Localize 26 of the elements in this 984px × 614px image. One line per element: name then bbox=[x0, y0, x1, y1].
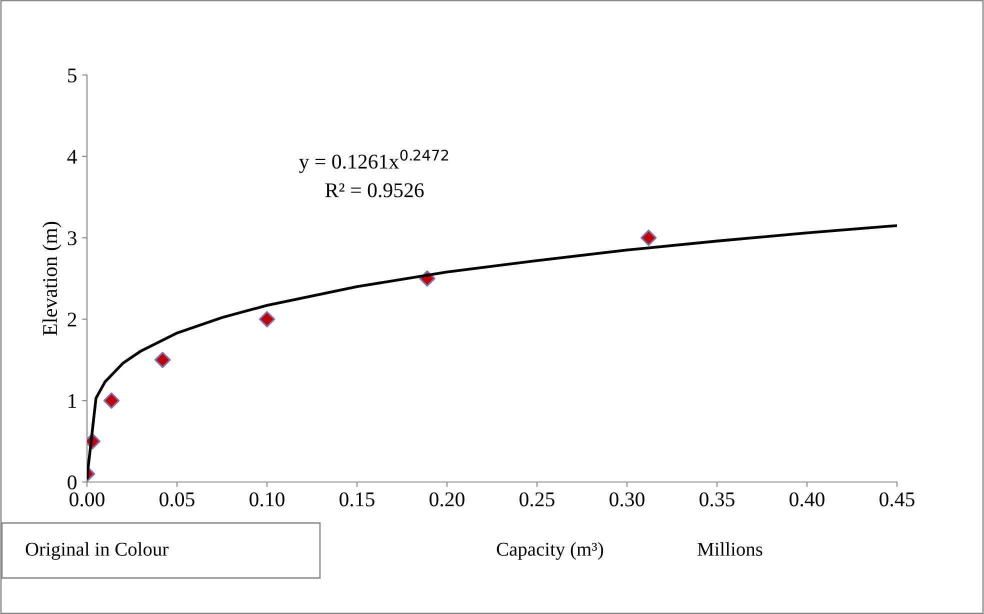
annotation: R² = 0.9526 bbox=[325, 183, 424, 198]
x-tick-label: 0.20 bbox=[430, 492, 464, 506]
y-tick-label: 2 bbox=[68, 312, 76, 326]
y-axis-title: Elevation (m) bbox=[42, 222, 62, 336]
x-tick-label: 0.05 bbox=[160, 492, 194, 506]
point bbox=[258, 311, 276, 328]
x-tick-label: 0.35 bbox=[700, 492, 734, 506]
point bbox=[103, 392, 120, 409]
x-tick-label: 0.00 bbox=[70, 492, 104, 506]
x-tick-label: 0.25 bbox=[520, 492, 554, 506]
point bbox=[154, 352, 171, 368]
y-tick-label: 3 bbox=[68, 231, 76, 246]
y-tick-label: 1 bbox=[68, 394, 76, 408]
point bbox=[640, 230, 657, 246]
text: Millions bbox=[698, 542, 762, 556]
y-tick-label: 4 bbox=[67, 150, 77, 164]
y-tick-label: 0 bbox=[68, 475, 76, 490]
x-tick-label: 0.40 bbox=[790, 492, 824, 506]
x-tick-label: 0.45 bbox=[880, 492, 914, 506]
y-tick-label: 5 bbox=[68, 68, 76, 82]
x-tick-label: 0.30 bbox=[610, 492, 644, 506]
text: Original in Colour bbox=[26, 542, 168, 560]
annotation: y = 0.1261x$^{0.2472}$ bbox=[299, 150, 448, 173]
x-tick-label: 0.15 bbox=[340, 492, 374, 506]
x-tick-label: 0.10 bbox=[250, 492, 284, 506]
x-axis-title: Capacity (m³) bbox=[496, 542, 604, 560]
